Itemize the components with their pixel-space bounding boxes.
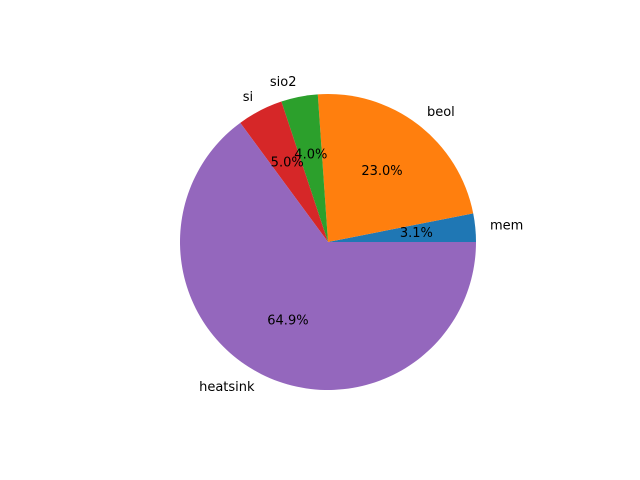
- pie-labels: mem 3.1% beol 23.0% sio2 4.0% si 5.0% heatsink 64…: [199, 75, 523, 395]
- pie-slice-beol: [317, 94, 474, 243]
- slice-percent-heatsink: 64.9%: [267, 314, 308, 329]
- pie-slice-heatsink: [180, 122, 477, 391]
- slice-label-heatsink: heatsink: [199, 380, 255, 395]
- slice-percent-mem: 3.1%: [400, 226, 433, 241]
- slice-label-si: si: [243, 90, 253, 105]
- pie-slice-sio2: [281, 94, 328, 242]
- slice-percent-sio2: 4.0%: [294, 147, 327, 162]
- pie-slice-si: [240, 101, 328, 242]
- slice-label-beol: beol: [427, 105, 455, 120]
- slice-percent-beol: 23.0%: [361, 164, 402, 179]
- slice-label-mem: mem: [490, 219, 523, 234]
- pie-slices: [180, 94, 477, 391]
- pie-slice-mem: [328, 213, 476, 242]
- slice-label-sio2: sio2: [270, 75, 297, 90]
- slice-percent-si: 5.0%: [271, 156, 304, 171]
